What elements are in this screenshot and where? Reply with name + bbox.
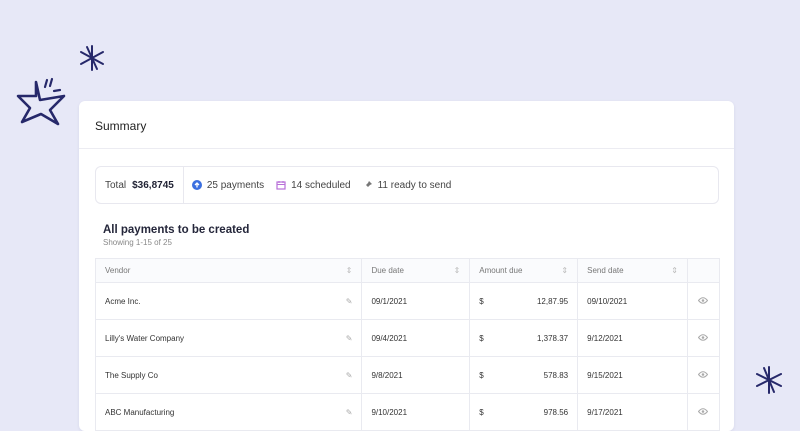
amount-value: 12,87.95 <box>536 296 569 306</box>
view-icon[interactable] <box>686 319 721 357</box>
amount-value: 1,378.37 <box>536 333 569 343</box>
section-title: All payments to be created <box>103 224 250 236</box>
send-date-cell: 9/17/2021 <box>577 393 688 431</box>
due-date-cell: 9/10/2021 <box>361 393 471 431</box>
pin-icon <box>363 181 372 189</box>
sort-icon[interactable]: ⇕ <box>671 266 678 275</box>
send-date-cell: 09/10/2021 <box>577 282 688 320</box>
calendar-icon <box>276 181 286 190</box>
vendor-name: Acme Inc. <box>105 296 141 306</box>
amount-value: 978.56 <box>543 407 569 417</box>
star-outline-decoration <box>16 77 66 126</box>
vendor-name: ABC Manufacturing <box>105 407 175 417</box>
ready-count: 11 ready to send <box>377 179 452 191</box>
vendor-cell: ABC Manufacturing ✎ <box>94 393 363 431</box>
payments-table: Vendor ⇕ Due date ⇕ Amount due ⇕ Send date ⇕… <box>94 258 721 431</box>
column-header-due-date[interactable]: Due date ⇕ <box>361 258 471 283</box>
edit-vendor-icon[interactable]: ✎ <box>345 333 353 343</box>
view-icon[interactable] <box>686 282 721 320</box>
amount-cell: $1,378.37 <box>469 319 579 357</box>
amount-cell: $978.56 <box>469 393 579 431</box>
column-header-vendor[interactable]: Vendor ⇕ <box>94 258 363 283</box>
edit-vendor-icon[interactable]: ✎ <box>345 407 353 417</box>
view-icon[interactable] <box>686 393 721 431</box>
vendor-cell: Lilly's Water Company ✎ <box>94 319 363 357</box>
table-row[interactable]: ABC Manufacturing ✎ 9/10/2021 $978.56 9/1… <box>94 393 721 431</box>
vendor-cell: The Supply Co ✎ <box>94 356 363 394</box>
vendor-name: The Supply Co <box>105 370 158 380</box>
summary-bar: Total $36,8745 25 payments 14 scheduled 1… <box>95 166 719 204</box>
table-row[interactable]: Acme Inc. ✎ 09/1/2021 $12,87.95 09/10/202… <box>94 282 721 320</box>
currency-symbol: $ <box>479 333 484 343</box>
table-row[interactable]: Lilly's Water Company ✎ 09/4/2021 $1,378.… <box>94 319 721 357</box>
section-subtitle: Showing 1-15 of 25 <box>103 238 172 247</box>
currency-symbol: $ <box>479 407 484 417</box>
currency-symbol: $ <box>479 370 484 380</box>
card-title: Summary <box>79 101 734 149</box>
vendor-name: Lilly's Water Company <box>105 333 185 343</box>
total-value: $36,8745 <box>132 179 174 191</box>
column-header-actions <box>686 258 721 283</box>
total-label: Total <box>105 179 127 191</box>
column-header-send-date[interactable]: Send date ⇕ <box>577 258 688 283</box>
due-date-cell: 09/4/2021 <box>361 319 471 357</box>
column-header-amount-due[interactable]: Amount due ⇕ <box>469 258 579 283</box>
view-icon[interactable] <box>686 356 721 394</box>
edit-vendor-icon[interactable]: ✎ <box>345 370 353 380</box>
amount-cell: $12,87.95 <box>469 282 579 320</box>
due-date-cell: 09/1/2021 <box>361 282 471 320</box>
upload-circle-icon <box>191 180 202 190</box>
summary-card: Summary Total $36,8745 25 payments 14 sch… <box>79 101 734 431</box>
sparkle-decoration <box>80 45 104 71</box>
sort-icon[interactable]: ⇕ <box>561 266 569 275</box>
currency-symbol: $ <box>479 296 484 306</box>
sparkle-decoration <box>756 366 782 394</box>
edit-vendor-icon[interactable]: ✎ <box>345 296 353 306</box>
send-date-cell: 9/15/2021 <box>577 356 688 394</box>
amount-value: 578.83 <box>543 370 569 380</box>
send-date-cell: 9/12/2021 <box>577 319 688 357</box>
sort-icon[interactable]: ⇕ <box>453 266 461 275</box>
sort-icon[interactable]: ⇕ <box>345 266 353 275</box>
due-date-cell: 9/8/2021 <box>361 356 471 394</box>
amount-cell: $578.83 <box>469 356 579 394</box>
table-row[interactable]: The Supply Co ✎ 9/8/2021 $578.83 9/15/202… <box>94 356 721 394</box>
payments-count: 25 payments <box>206 179 265 191</box>
scheduled-count: 14 scheduled <box>291 179 351 191</box>
vendor-cell: Acme Inc. ✎ <box>94 282 363 320</box>
